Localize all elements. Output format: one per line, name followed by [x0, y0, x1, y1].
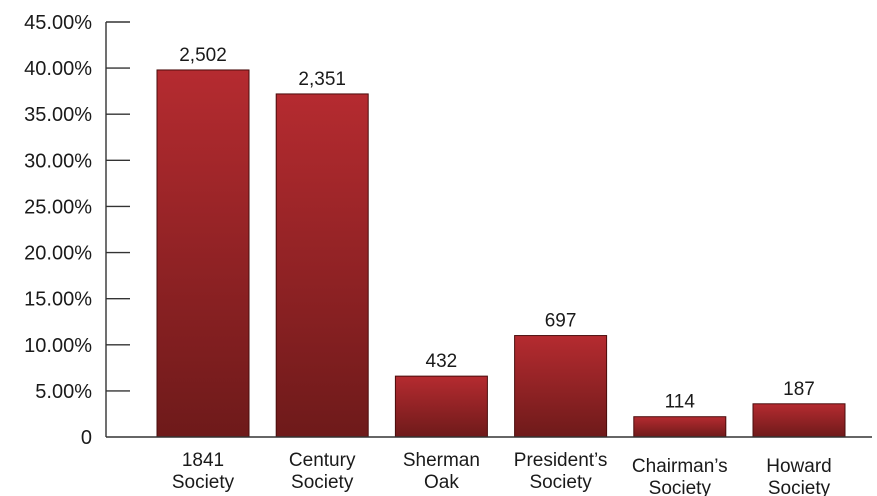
bar: [156, 69, 250, 438]
data-label: 697: [545, 311, 577, 332]
bar: [514, 335, 608, 438]
y-tick-label: 20.00%: [24, 243, 92, 265]
bar: [275, 93, 369, 438]
x-tick-label: President’s: [514, 450, 608, 471]
y-tick-label: 35.00%: [24, 104, 92, 126]
data-label: 114: [665, 392, 696, 413]
x-tick-label: Society: [291, 472, 354, 493]
x-tick-label: Society: [172, 472, 235, 493]
y-tick-label: 10.00%: [24, 335, 92, 357]
x-tick-label: Howard: [766, 456, 831, 477]
data-label: 2,502: [179, 45, 227, 66]
x-tick-label: 1841: [182, 450, 224, 471]
x-tick-label: Oak: [424, 472, 459, 493]
y-tick-label: 30.00%: [24, 150, 92, 172]
x-tick-label: Chairman’s: [632, 456, 728, 477]
bar: [394, 375, 488, 438]
data-labels: 2,502 2,351 432 697 114 187: [179, 45, 815, 413]
y-tick-label: 5.00%: [35, 381, 92, 403]
category-labels: 1841SocietyCenturySocietyShermanOakPresi…: [172, 450, 832, 496]
data-label: 187: [783, 379, 815, 400]
y-tick-label: 40.00%: [24, 58, 92, 80]
y-tick-label: 25.00%: [24, 196, 92, 218]
x-tick-label: Society: [768, 478, 831, 496]
y-axis-ticks: 0 5.00% 10.00% 15.00% 20.00% 25.00% 30.00% 35.0…: [24, 12, 130, 449]
bar: [633, 416, 727, 438]
data-label: 2,351: [298, 69, 346, 90]
x-tick-label: Society: [529, 472, 592, 493]
x-tick-label: Society: [649, 478, 712, 496]
x-tick-label: Sherman: [403, 450, 480, 471]
data-label: 432: [426, 351, 458, 372]
x-tick-label: Century: [289, 450, 356, 471]
y-tick-label: 0: [81, 427, 92, 449]
bars: [156, 69, 846, 438]
y-tick-label: 15.00%: [24, 289, 92, 311]
bar: [752, 403, 846, 438]
y-tick-label: 45.00%: [24, 12, 92, 34]
